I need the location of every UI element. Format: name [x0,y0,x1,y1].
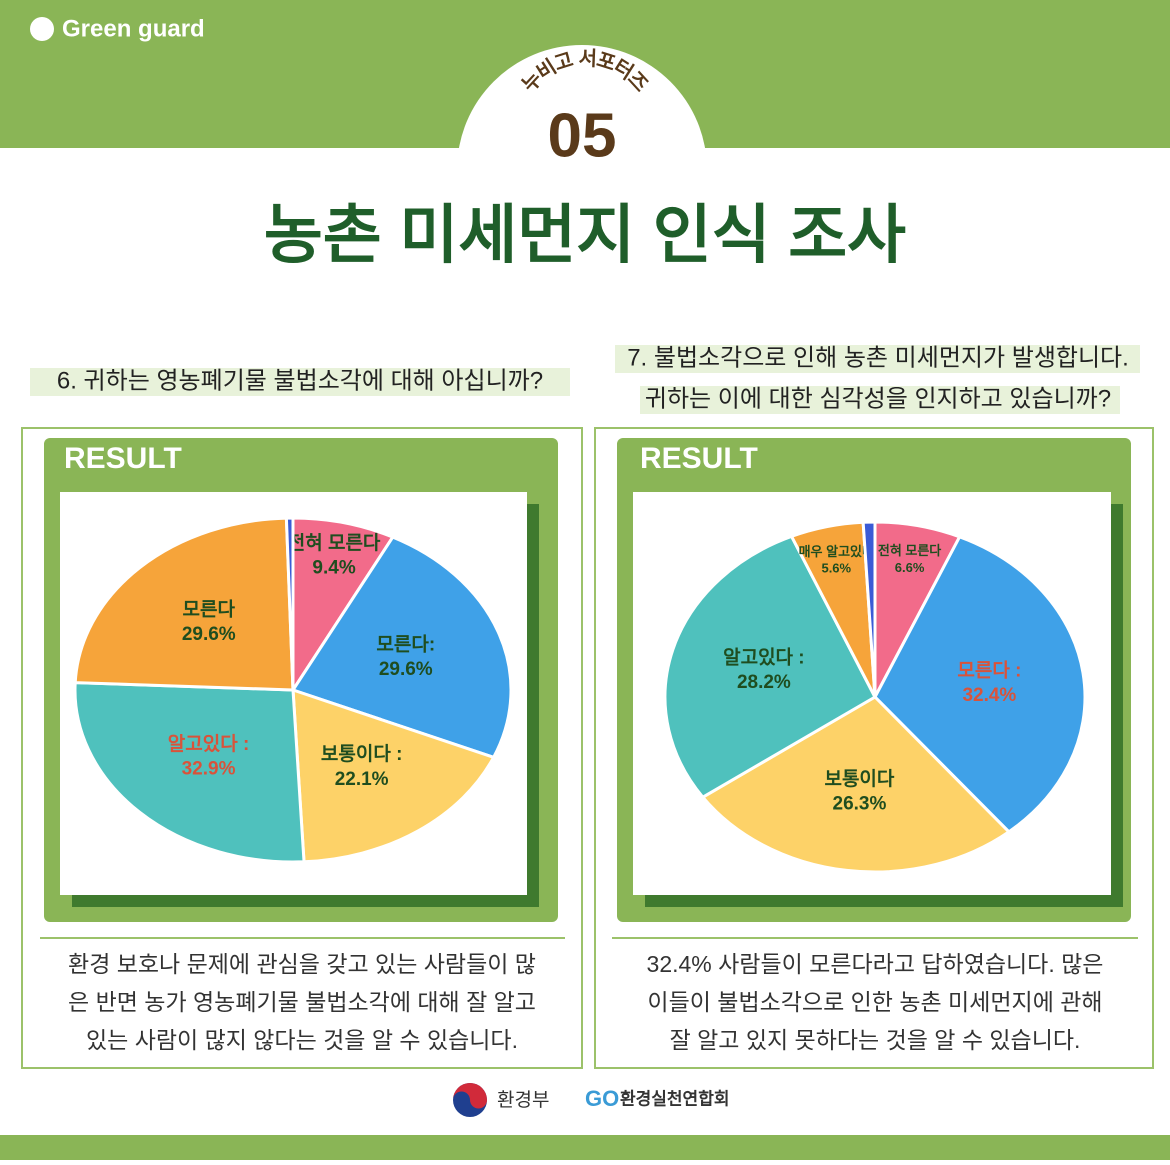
slice-label: 전혀 모른다 [878,543,941,558]
slice-value-label: 5.6% [821,561,851,576]
title: 농촌 미세먼지 인식 조사 [264,199,906,271]
caption: 이들이 불법소각으로 인한 농촌 미세먼지에 관해 [647,989,1102,1015]
result-label: RESULT [64,442,182,475]
slice-label: 보통이다 : [321,743,403,765]
slice-value-label: 26.3% [833,794,887,815]
caption: 은 반면 농가 영농폐기물 불법소각에 대해 잘 알고 [68,989,536,1015]
bottom-band [0,1135,1170,1160]
slice-value-label: 9.4% [312,558,355,579]
badge-number: 05 [548,101,617,170]
org-logo: GO [585,1086,619,1111]
caption: 환경 보호나 문제에 관심을 갖고 있는 사람들이 많 [68,951,536,977]
slice-label: 모른다: [376,634,435,656]
panel [21,427,583,1069]
slice-value-label: 29.6% [379,659,433,680]
q-highlight [30,368,570,396]
slice-label: 모른다 [183,598,236,620]
footer-org: 환경실천연합회 [620,1088,729,1108]
footer-org: 환경부 [497,1089,549,1111]
slice-value-label: 6.6% [895,560,925,575]
brand: Green guard [62,15,205,42]
slice-label: 알고있다 : [168,733,250,755]
gov-logo-red [453,1083,487,1109]
slice-label: 알고있다 : [723,646,805,668]
question: 7. 불법소각으로 인해 농촌 미세먼지가 발생합니다. [627,344,1129,371]
slice-label: 전혀 모른다 [288,532,381,554]
caption: 32.4% 사람들이 모른다라고 답하였습니다. 많은 [647,951,1104,977]
slice-value-label: 32.9% [182,759,236,780]
slice-value-label: 28.2% [737,672,791,693]
pie-slice [291,516,396,696]
pie-slice [284,516,295,691]
pie-slice [663,534,877,800]
logo-icon [30,17,54,41]
slice-value-label: 32.4% [962,685,1016,706]
question: 귀하는 이에 대한 심각성을 인지하고 있습니까? [645,385,1111,412]
pie-slice [873,534,1087,834]
caption: 있는 사람이 많지 않다는 것을 알 수 있습니다. [86,1027,518,1053]
slice-value-label: 22.1% [335,769,389,790]
pie-slice [861,520,877,698]
panel [594,427,1154,1069]
slice-value-label: 29.6% [182,624,236,645]
pie-slice [291,687,496,864]
slice-label: 보통이다 [824,768,894,790]
q-highlight [640,386,1120,414]
pie-slice [73,516,295,692]
pie-slice [290,535,513,760]
result-label: RESULT [640,442,758,475]
q-highlight [615,345,1140,373]
pie-slice [73,681,306,864]
pie-slice [700,695,1012,874]
question: 6. 귀하는 영농폐기물 불법소각에 대해 아십니까? [57,367,543,394]
slice-label: 매우 알고있다 [799,544,874,559]
caption: 잘 알고 있지 못하다는 것을 알 수 있습니다. [670,1027,1081,1053]
slice-label: 모른다 : [957,659,1021,681]
